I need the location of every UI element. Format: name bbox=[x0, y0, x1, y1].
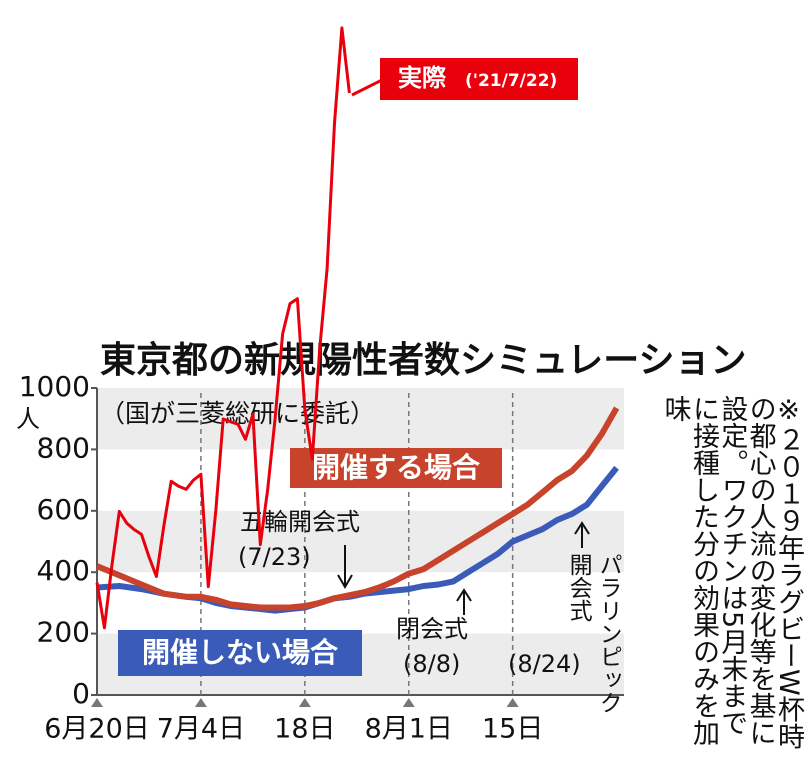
series-label: 開催する場合 bbox=[312, 451, 481, 484]
y-tick-label: 1000 bbox=[19, 370, 90, 403]
y-tick-label: 200 bbox=[37, 616, 90, 649]
y-unit: 人 bbox=[16, 405, 40, 433]
label-box bbox=[290, 448, 502, 488]
x-tick-label: 6月20日 bbox=[44, 714, 150, 745]
y-tick-label: 0 bbox=[72, 677, 90, 710]
annotation: 閉会式 bbox=[396, 615, 468, 643]
x-tick bbox=[194, 698, 207, 707]
connector bbox=[351, 78, 383, 97]
series-label: 開催しない場合 bbox=[142, 636, 339, 669]
annotation: (8/8) bbox=[403, 650, 460, 678]
arrow bbox=[456, 588, 472, 615]
x-tick bbox=[91, 698, 103, 707]
series-line bbox=[95, 26, 351, 630]
series-label: 実際 bbox=[398, 64, 446, 92]
arrow bbox=[337, 545, 353, 589]
x-tick bbox=[506, 698, 519, 707]
annotation: 開会式 bbox=[565, 553, 592, 622]
note: ※２０１９年ラグビーW杯時の都心の人流の変化等を基に設定。ワクチンは5月末までに… bbox=[659, 395, 804, 750]
label-box bbox=[380, 58, 578, 100]
x-tick-label: 18日 bbox=[274, 714, 335, 745]
x-tick-label: 8月1日 bbox=[365, 714, 453, 745]
label-box bbox=[118, 630, 362, 676]
y-tick-label: 800 bbox=[37, 431, 90, 464]
chart-title: 東京都の新規陽性者数シミュレーション bbox=[100, 339, 747, 381]
annotation: パラリンピック bbox=[595, 553, 622, 714]
x-tick bbox=[298, 698, 311, 707]
band bbox=[97, 388, 624, 450]
y-tick-label: 400 bbox=[37, 554, 90, 587]
series-line bbox=[95, 406, 620, 611]
arrow bbox=[574, 521, 590, 548]
annotation: (7/23) bbox=[238, 543, 311, 571]
x-tick-label: 15日 bbox=[482, 714, 543, 745]
x-tick bbox=[402, 698, 415, 707]
series-note: ('21/7/22) bbox=[465, 71, 557, 91]
x-tick-label: 7月4日 bbox=[157, 714, 245, 745]
band bbox=[97, 510, 624, 573]
annotation: (8/24) bbox=[508, 650, 581, 678]
y-tick-label: 600 bbox=[37, 493, 90, 526]
